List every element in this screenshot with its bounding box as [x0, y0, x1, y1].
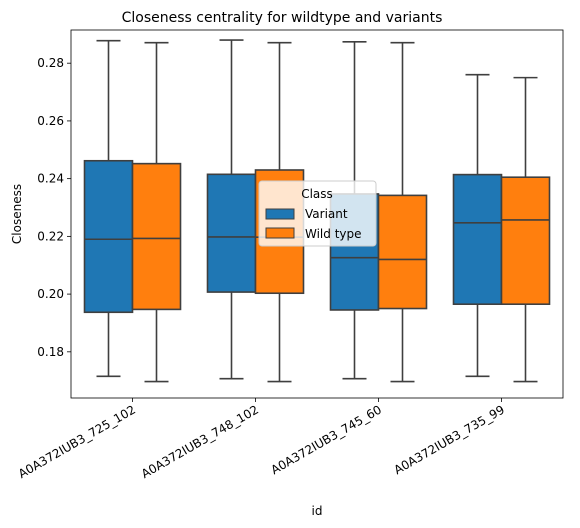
x-tick-label: A0A372IUB3_725_102 — [16, 402, 138, 481]
box-iqr — [206, 173, 257, 293]
box-wild-type — [131, 41, 182, 383]
y-tick-label: 0.26 — [37, 114, 64, 128]
plot-frame — [70, 29, 564, 399]
x-tick-label: A0A372IUB3_735_99 — [391, 402, 507, 477]
box-iqr — [83, 159, 134, 314]
box-iqr — [131, 162, 182, 311]
box-variant — [452, 73, 503, 378]
box-iqr — [377, 194, 428, 310]
box-series — [83, 39, 551, 383]
y-tick-label: 0.24 — [37, 172, 64, 186]
chart-title: Closeness centrality for wildtype and va… — [122, 10, 443, 26]
x-tick-label: A0A372IUB3_748_102 — [139, 402, 261, 481]
x-axis-title: id — [312, 504, 323, 518]
x-axis-ticks: A0A372IUB3_725_102 A0A372IUB3_748_102 A0A3… — [16, 398, 507, 481]
y-axis-ticks: 0.18 0.20 0.22 0.24 0.26 0.28 — [37, 56, 71, 359]
legend-swatch-variant — [265, 208, 295, 220]
box-wild-type — [377, 41, 428, 383]
box-variant — [83, 39, 134, 378]
legend: Class Variant Wild type — [258, 180, 377, 247]
box-iqr — [452, 173, 503, 305]
y-tick-label: 0.20 — [37, 287, 64, 301]
x-tick-label: A0A372IUB3_745_60 — [268, 402, 384, 477]
y-axis-title: Closeness — [10, 184, 24, 244]
y-tick-label: 0.18 — [37, 345, 64, 359]
y-tick-label: 0.22 — [37, 229, 64, 243]
box-variant — [206, 39, 257, 380]
legend-swatch-wild-type — [265, 227, 295, 239]
legend-label-wild-type: Wild type — [305, 227, 362, 241]
legend-title: Class — [301, 187, 333, 201]
legend-label-variant: Variant — [305, 207, 348, 221]
box-wild-type — [500, 76, 551, 383]
box-iqr — [500, 176, 551, 305]
y-tick-label: 0.28 — [37, 56, 64, 70]
